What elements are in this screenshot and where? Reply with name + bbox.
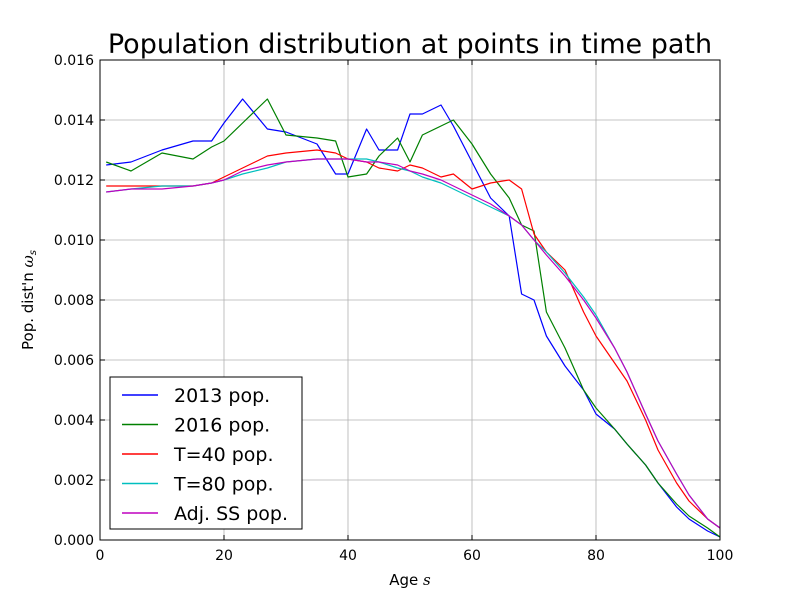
x-tick-label: 20 — [215, 548, 233, 564]
y-tick-label: 0.004 — [54, 413, 94, 429]
legend-label-3: T=80 pop. — [173, 474, 274, 496]
legend-label-2: T=40 pop. — [173, 444, 274, 466]
y-tick-label: 0.006 — [54, 353, 94, 369]
legend-label-0: 2013 pop. — [174, 385, 270, 407]
y-tick-label: 0.000 — [54, 533, 94, 549]
x-tick-label: 0 — [96, 548, 105, 564]
y-tick-label: 0.002 — [54, 473, 94, 489]
y-tick-label: 0.010 — [54, 233, 94, 249]
series-line-1 — [105, 98, 721, 538]
x-tick-label: 40 — [339, 548, 357, 564]
x-tick-label: 80 — [587, 548, 605, 564]
y-tick-label: 0.008 — [54, 293, 94, 309]
chart-title: Population distribution at points in tim… — [108, 29, 712, 60]
y-tick-label: 0.014 — [54, 113, 94, 129]
series-lines — [105, 98, 721, 538]
legend-box — [109, 376, 303, 530]
x-axis-label: Age s — [389, 571, 431, 589]
series-line-4 — [106, 158, 721, 529]
y-tick-label: 0.012 — [54, 173, 94, 189]
legend-label-1: 2016 pop. — [174, 415, 270, 437]
legend: 2013 pop. 2016 pop. T=40 pop. T=80 pop. Adj.… — [109, 376, 303, 530]
axis-ticks: 0 20 40 60 80 100 0.000 0.002 0.004 0.006 0.008 0.0… — [54, 53, 733, 564]
series-line-2 — [106, 149, 721, 529]
y-tick-label: 0.016 — [54, 53, 94, 69]
x-tick-label: 60 — [463, 548, 481, 564]
x-tick-label: 100 — [707, 548, 734, 564]
legend-label-4: Adj. SS pop. — [174, 503, 288, 525]
y-axis-label: Pop. dist'n ωs — [19, 250, 39, 350]
